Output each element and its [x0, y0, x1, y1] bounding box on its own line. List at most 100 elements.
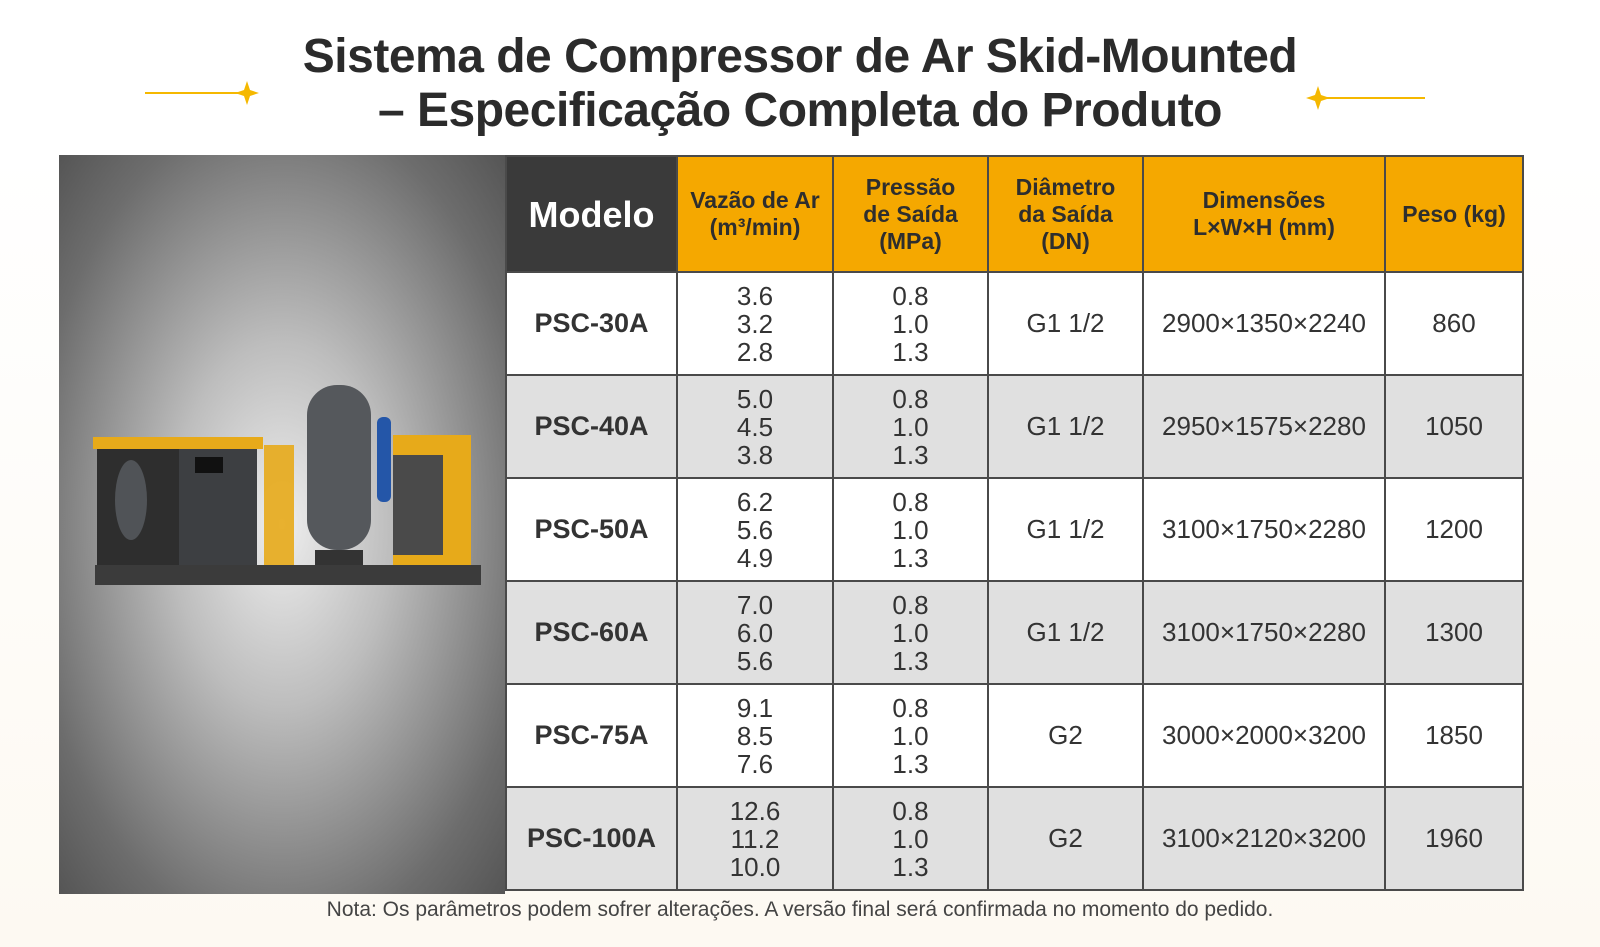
cell-line: 1.0 [892, 823, 929, 854]
cell-line: 4.9 [736, 542, 774, 573]
table-cell: 0.8 1.0 1.3 [832, 580, 989, 685]
table-row: PSC-40A 5.0 4.5 3.8 0.8 1.0 1.3 G1 1/2 2950×1575… [505, 374, 1524, 479]
cell-line: 5.0 [736, 383, 774, 414]
table-cell: 3100×1750×2280 [1142, 477, 1386, 582]
cell-line: 0.8 [892, 486, 929, 517]
column-header: Dimensões L×W×H (mm) [1142, 155, 1386, 273]
cell-line: 0.8 [892, 589, 929, 620]
column-header: Diâmetro da Saída (DN) [987, 155, 1144, 273]
table-row: PSC-30A 3.6 3.2 2.8 0.8 1.0 1.3 G1 1/2 2900×1350… [505, 271, 1524, 376]
table-row: PSC-75A 9.1 8.5 7.6 0.8 1.0 1.3 G2 3000×2000×320… [505, 683, 1524, 788]
table-cell: 0.8 1.0 1.3 [832, 786, 989, 891]
table-cell: 7.0 6.0 5.6 [676, 580, 834, 685]
table-cell: 12.6 11.2 10.0 [676, 786, 834, 891]
cell-line: 0.8 [892, 280, 929, 311]
table-cell: 1300 [1384, 580, 1524, 685]
column-header: Peso (kg) [1384, 155, 1524, 273]
header-line: (MPa) [879, 227, 942, 254]
star-decoration [145, 81, 259, 105]
header-line: Modelo [528, 193, 655, 235]
table-cell: 3.6 3.2 2.8 [676, 271, 834, 376]
cell-line: 11.2 [730, 823, 780, 854]
table-cell: 860 [1384, 271, 1524, 376]
column-header: Pressão de Saída (MPa) [832, 155, 989, 273]
header-line: L×W×H (mm) [1193, 214, 1335, 240]
cell-line: 1.0 [892, 411, 929, 442]
cell-line: 8.5 [736, 720, 774, 751]
table-cell: G2 [987, 786, 1144, 891]
cell-line: 4.5 [736, 411, 774, 442]
table-cell: 5.0 4.5 3.8 [676, 374, 834, 479]
header-line: Vazão de Ar [690, 187, 820, 213]
header-line: de Saída [863, 200, 958, 227]
column-header: Modelo [505, 155, 678, 273]
table-row: PSC-50A 6.2 5.6 4.9 0.8 1.0 1.3 G1 1/2 3100×1750… [505, 477, 1524, 582]
header-row: Modelo Vazão de Ar (m³/min) Pressão de Saída… [505, 155, 1524, 273]
table-cell: 3100×1750×2280 [1142, 580, 1386, 685]
cell-line: 5.6 [736, 514, 774, 545]
table-cell: 1050 [1384, 374, 1524, 479]
table-cell: 1960 [1384, 786, 1524, 891]
cell-line: 3.6 [736, 280, 774, 311]
cell-line: 0.8 [892, 692, 929, 723]
cell-line: 0.8 [892, 795, 929, 826]
title-line: – Especificação Completa do Produto [377, 84, 1223, 137]
table-cell: 0.8 1.0 1.3 [832, 683, 989, 788]
table-cell: G2 [987, 683, 1144, 788]
table-cell: 0.8 1.0 1.3 [832, 374, 989, 479]
header-line: Peso (kg) [1402, 200, 1506, 227]
table-cell: 1850 [1384, 683, 1524, 788]
cell-line: 1.3 [892, 542, 929, 573]
header-line: Diâmetro [1015, 173, 1116, 200]
table-cell: 3000×2000×3200 [1142, 683, 1386, 788]
cell-line: 9.1 [736, 692, 774, 723]
table-cell: 2900×1350×2240 [1142, 271, 1386, 376]
header-line: Pressão [865, 173, 956, 200]
cell-line: 1.0 [892, 308, 929, 339]
table-cell: G1 1/2 [987, 374, 1144, 479]
cell-line: 1.3 [892, 439, 929, 470]
table-cell: PSC-60A [505, 580, 678, 685]
cell-line: 5.6 [736, 645, 774, 676]
header-line: (DN) [1041, 227, 1090, 254]
header-line: Dimensões [1202, 187, 1326, 213]
table-cell: PSC-75A [505, 683, 678, 788]
header-line: da Saída [1018, 200, 1113, 227]
spec-table: Modelo Vazão de Ar (m³/min) Pressão de Saída… [505, 155, 1524, 891]
title: Sistema de Compressor de Ar Skid-Mounted… [0, 30, 1600, 138]
cell-line: 7.6 [736, 748, 774, 779]
cell-line: 1.0 [892, 720, 929, 751]
table-cell: 9.1 8.5 7.6 [676, 683, 834, 788]
cell-line: 1.0 [892, 514, 929, 545]
column-header: Vazão de Ar (m³/min) [676, 155, 834, 273]
cell-line: 12.6 [729, 795, 781, 826]
title-line: Sistema de Compressor de Ar Skid-Mounted [302, 30, 1298, 83]
cell-line: 1.3 [892, 748, 929, 779]
cell-line: 1.0 [892, 617, 929, 648]
cell-line: 10.0 [729, 851, 781, 882]
note: Nota: Os parâmetros podem sofrer alteraç… [326, 898, 1274, 921]
table-cell: 0.8 1.0 1.3 [832, 477, 989, 582]
cell-line: 0.8 [892, 383, 929, 414]
table-row: PSC-60A 7.0 6.0 5.6 0.8 1.0 1.3 G1 1/2 3100×1750… [505, 580, 1524, 685]
cell-line: 3.2 [736, 308, 774, 339]
table-cell: 6.2 5.6 4.9 [676, 477, 834, 582]
compressor-illustration [93, 385, 481, 585]
cell-line: 3.8 [736, 439, 774, 470]
cell-line: 7.0 [736, 589, 774, 620]
cell-line: 6.2 [736, 486, 774, 517]
table-cell: G1 1/2 [987, 477, 1144, 582]
cell-line: 1.3 [892, 851, 929, 882]
table-body: PSC-30A 3.6 3.2 2.8 0.8 1.0 1.3 G1 1/2 2900×1350… [505, 271, 1524, 891]
cell-line: 1.3 [892, 336, 929, 367]
cell-line: 1.3 [892, 645, 929, 676]
table-cell: PSC-30A [505, 271, 678, 376]
table-cell: G1 1/2 [987, 580, 1144, 685]
product-photo [59, 155, 505, 894]
table-cell: 3100×2120×3200 [1142, 786, 1386, 891]
table-cell: PSC-40A [505, 374, 678, 479]
star-decoration [1306, 86, 1425, 110]
header-line: (m³/min) [709, 214, 801, 240]
table-cell: G1 1/2 [987, 271, 1144, 376]
